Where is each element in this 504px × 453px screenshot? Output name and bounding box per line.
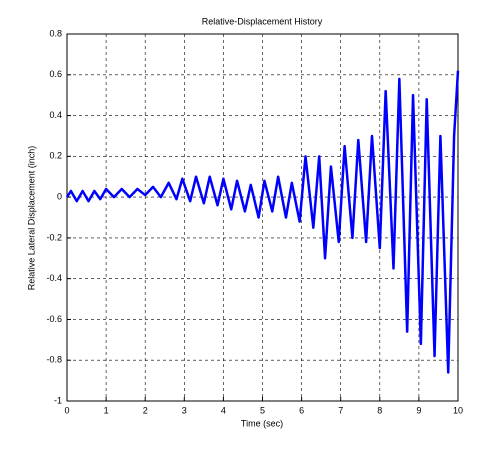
y-tick-label: -0.2	[46, 232, 62, 242]
y-tick-label: 0	[57, 191, 62, 201]
x-tick-label: 3	[182, 405, 187, 415]
y-tick-label: 0.4	[49, 110, 62, 120]
x-tick-label: 6	[299, 405, 304, 415]
y-tick-label: -0.4	[46, 273, 62, 283]
y-axis-label: Relative Lateral Displacement (inch)	[26, 146, 36, 291]
x-tick-label: 1	[104, 405, 109, 415]
x-tick-label: 7	[338, 405, 343, 415]
y-tick-label: -0.6	[46, 314, 62, 324]
x-tick-label: 4	[221, 405, 226, 415]
x-tick-label: 2	[143, 405, 148, 415]
y-tick-label: -1	[54, 395, 62, 405]
x-tick-label: 10	[453, 405, 463, 415]
x-axis-label: Time (sec)	[241, 418, 283, 428]
data-line	[65, 70, 460, 374]
plot-frame	[66, 33, 459, 402]
x-tick-label: 5	[260, 405, 265, 415]
x-tick-label: 8	[377, 405, 382, 415]
y-tick-label: -0.8	[46, 355, 62, 365]
x-tick-label: 9	[416, 405, 421, 415]
y-tick-label: 0.8	[49, 28, 62, 38]
y-tick-label: 0.2	[49, 151, 62, 161]
chart-title: Relative-Displacement History	[202, 16, 323, 26]
x-tick-label: 0	[64, 405, 69, 415]
y-tick-label: 0.6	[49, 69, 62, 79]
